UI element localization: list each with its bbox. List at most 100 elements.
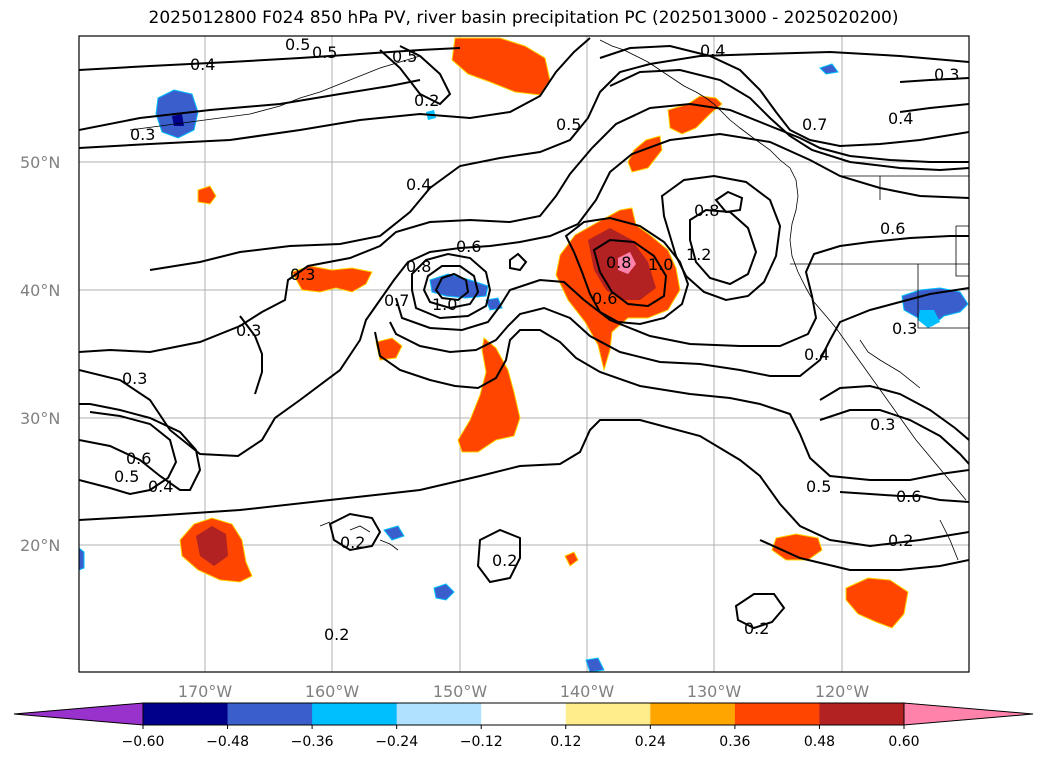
contour-labels: 0.4 0.5 0.5 0.5 0.2 0.4 0.3 0.3 0.7 0.4 … — [114, 35, 959, 644]
contour-label: 0.3 — [130, 125, 155, 144]
precip-region-west-40 — [291, 265, 373, 293]
colorbar-segment — [481, 703, 567, 725]
precip-region-blue-edge — [79, 547, 85, 571]
contour-label: 0.4 — [190, 55, 215, 74]
colorbar-segment — [227, 703, 313, 725]
contour-label: 1.2 — [686, 245, 711, 264]
lon-label: 170°W — [178, 682, 233, 701]
colorbar-segment — [650, 703, 736, 725]
pv-contours — [79, 37, 969, 630]
precip-region-canada — [627, 135, 663, 173]
colorbar-tick-label: 0.24 — [635, 734, 666, 750]
lat-labels: 50°N 40°N 30°N 20°N — [20, 153, 60, 555]
lon-labels: 170°W 160°W 150°W 140°W 130°W 120°W — [178, 682, 870, 701]
contour-label: 0.3 — [236, 321, 261, 340]
contour-label: 0.3 — [870, 415, 895, 434]
contour-label: 0.8 — [694, 201, 719, 220]
precip-region-small-3 — [564, 551, 579, 567]
contour-label: 0.2 — [340, 533, 365, 552]
contour-label: 0.3 — [122, 369, 147, 388]
colorbar-frame — [142, 702, 905, 726]
contour-label: 0.2 — [492, 551, 517, 570]
contour-label: 0.5 — [312, 43, 337, 62]
contour-label: 0.6 — [592, 289, 617, 308]
contour-label: 0.6 — [880, 219, 905, 238]
lat-label: 20°N — [20, 536, 60, 555]
colorbar-tick-label: −0.60 — [122, 734, 165, 750]
contour-label: 0.6 — [896, 487, 921, 506]
coastlines — [129, 39, 969, 561]
contour-label: 0.4 — [700, 41, 725, 60]
contour-label: 0.6 — [126, 449, 151, 468]
precip-region-nw-coast — [667, 95, 723, 135]
contour-label: 0.4 — [804, 345, 829, 364]
lon-label: 150°W — [433, 682, 488, 701]
precip-region-small-1 — [375, 337, 403, 361]
precip-region-blue-40 — [429, 273, 489, 299]
lat-label: 30°N — [20, 409, 60, 428]
precip-region-north-top — [451, 37, 551, 96]
contour-label: 0.5 — [392, 47, 417, 66]
colorbar-tick-label: 0.60 — [888, 734, 919, 750]
contour-label: 0.2 — [744, 619, 769, 638]
precip-region-blue-40-small — [485, 297, 503, 311]
colorbar-segment — [565, 703, 651, 725]
contour-label: 0.4 — [148, 477, 173, 496]
contour-label: 1.0 — [432, 295, 457, 314]
contour-label: 0.8 — [606, 253, 631, 272]
lon-label: 130°W — [687, 682, 742, 701]
precip-region-blue-small-1 — [433, 583, 455, 601]
contour-label: 0.4 — [406, 175, 431, 194]
contour-label: 0.2 — [888, 531, 913, 550]
lon-label: 140°W — [560, 682, 615, 701]
colorbar-tick-label: −0.36 — [291, 734, 334, 750]
colorbar: −0.60 −0.48 −0.36 −0.24 −0.12 0.12 0.24 0.36 0.4… — [13, 702, 1034, 750]
colorbar-extend-low — [13, 702, 144, 726]
colorbar-tick-label: −0.12 — [460, 734, 503, 750]
contour-label: 0.5 — [114, 467, 139, 486]
contour-label: 0.3 — [290, 265, 315, 284]
colorbar-segment — [734, 703, 820, 725]
contour-label: 0.4 — [888, 109, 913, 128]
contour-label: 0.5 — [285, 35, 310, 54]
precip-region-blue-east-light — [918, 310, 940, 328]
lon-label: 120°W — [815, 682, 870, 701]
plot-frame — [78, 35, 970, 673]
precip-region-central-pink — [618, 252, 636, 274]
contour-label: 0.7 — [384, 291, 409, 310]
contour-label: 0.2 — [414, 91, 439, 110]
precip-region-south — [457, 337, 521, 453]
contour-label: 0.8 — [406, 257, 431, 276]
contour-label: 0.6 — [456, 237, 481, 256]
precip-region-blue-small-3 — [383, 525, 405, 541]
colorbar-tick-label: −0.48 — [206, 734, 249, 750]
precipitation-shading — [79, 37, 969, 672]
lat-label: 50°N — [20, 153, 60, 172]
colorbar-tick-label: 0.48 — [804, 734, 835, 750]
contour-label: 0.5 — [556, 115, 581, 134]
lat-label: 40°N — [20, 281, 60, 300]
contour-label: 0.2 — [324, 625, 349, 644]
precip-region-small-2 — [197, 185, 217, 205]
colorbar-segment — [819, 703, 905, 725]
contour-label: 0.5 — [806, 477, 831, 496]
contour-label: 0.7 — [802, 115, 827, 134]
precip-region-blue-small-4 — [819, 63, 839, 75]
contour-label: 0.3 — [934, 65, 959, 84]
colorbar-segment — [312, 703, 398, 725]
colorbar-tick-label: −0.24 — [375, 734, 418, 750]
colorbar-tick-label: 0.36 — [719, 734, 750, 750]
precip-region-20n-west-dark — [196, 526, 228, 566]
precip-region-blue-small-2 — [585, 657, 605, 672]
lon-label: 160°W — [305, 682, 360, 701]
colorbar-segment — [396, 703, 482, 725]
map-title: 2025012800 F024 850 hPa PV, river basin … — [148, 8, 899, 28]
colorbar-tick-label: 0.12 — [550, 734, 581, 750]
contour-label: 0.3 — [892, 319, 917, 338]
contour-label: 1.0 — [648, 255, 673, 274]
colorbar-segment — [143, 703, 229, 725]
colorbar-extend-high — [903, 702, 1034, 726]
precip-region-se — [845, 577, 909, 629]
precip-region-20n-east — [771, 533, 823, 561]
